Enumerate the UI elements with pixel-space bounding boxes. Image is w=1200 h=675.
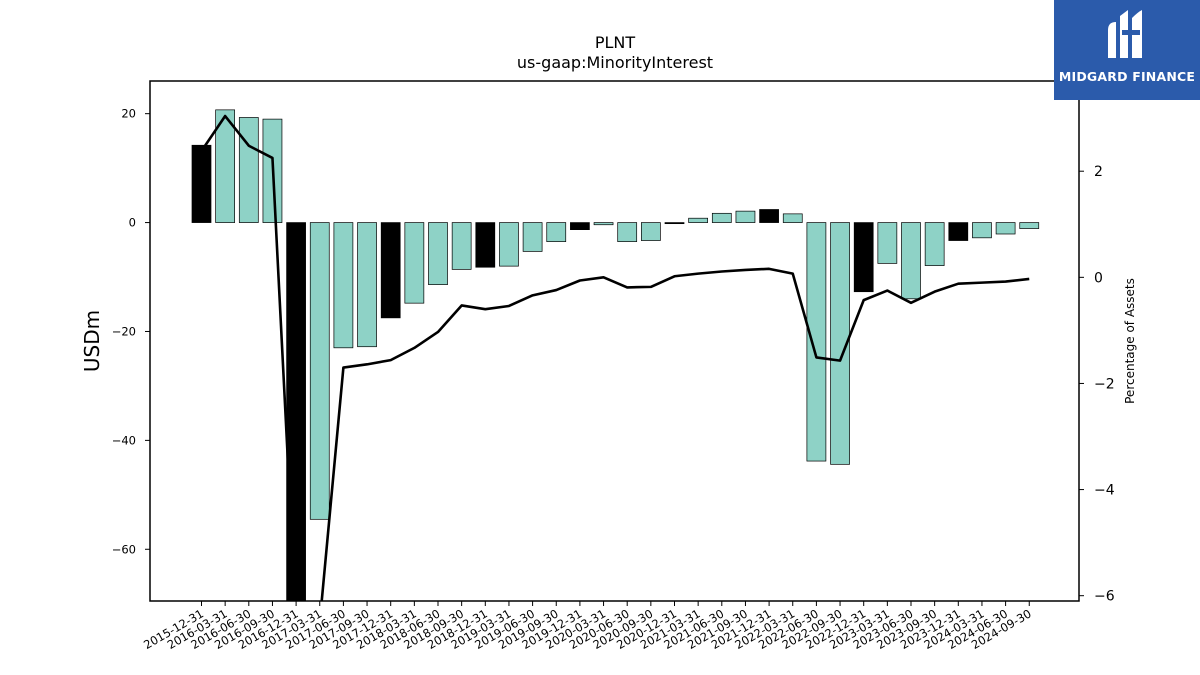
bar-2020-06-30 [617, 222, 638, 242]
bar-2015-12-31 [191, 144, 212, 223]
bar-2019-12-31 [570, 222, 590, 231]
bar-2023-03-31 [877, 222, 898, 264]
bar-2021-03-31 [688, 217, 709, 223]
bar-2020-09-30 [640, 222, 661, 241]
bar-2024-03-31 [972, 222, 992, 239]
bar-2018-09-30 [451, 222, 472, 270]
y-tick-label: 0 [129, 216, 136, 230]
bar-2023-09-30 [924, 222, 945, 266]
plot-frame [149, 80, 1080, 602]
bar-2017-03-31 [309, 222, 330, 520]
y2-axis-label: Percentage of Assets [1123, 278, 1137, 404]
bar-2021-06-30 [711, 212, 732, 223]
bar-2024-09-30 [1019, 222, 1040, 229]
bar-2017-09-30 [357, 222, 377, 348]
bar-2024-06-30 [995, 222, 1016, 235]
bar-2019-09-30 [546, 222, 567, 242]
logo: MIDGARD FINANCE [1054, 0, 1200, 100]
bar-2016-03-31 [215, 109, 235, 223]
bar-2019-03-31 [499, 222, 519, 267]
y2-tick-label: −2 [1094, 376, 1115, 392]
logo-text: MIDGARD FINANCE [1058, 69, 1196, 84]
bars [191, 109, 1040, 602]
bar-2016-12-31 [286, 222, 306, 602]
y-tick-label: 20 [121, 107, 136, 121]
chart-subtitle: us-gaap:MinorityInterest [517, 53, 713, 72]
bar-2022-06-30 [806, 222, 827, 462]
y2-tick-label: 0 [1094, 270, 1103, 286]
bar-2023-06-30 [901, 222, 921, 300]
y2-tick-label: −6 [1094, 589, 1115, 605]
y2-tick-label: 2 [1094, 164, 1103, 180]
bar-2022-12-31 [853, 222, 874, 293]
y-tick-label: −40 [112, 433, 136, 447]
bar-2018-03-31 [404, 222, 425, 304]
bar-2022-09-30 [830, 222, 850, 465]
bar-2023-12-31 [948, 222, 969, 241]
bar-2017-06-30 [333, 222, 354, 349]
bar-2020-12-31 [664, 222, 685, 225]
y2-tick-label: −4 [1094, 483, 1115, 499]
bar-2021-09-30 [735, 210, 756, 223]
percentage-line [200, 114, 1030, 601]
bar-2016-06-30 [238, 117, 259, 223]
logo-mark-icon [1108, 10, 1142, 58]
y-axis-right: 2 0 −2 −4 −6 [1079, 164, 1115, 605]
bar-2017-12-31 [380, 222, 401, 319]
y-tick-label: −60 [112, 542, 136, 556]
bar-2022-03-31 [782, 213, 803, 223]
bar-2021-12-31 [759, 209, 779, 223]
y-axis-left: 20 0 −20 −40 −60 [112, 107, 150, 556]
chart-title: PLNT [595, 33, 636, 52]
x-axis: 2015-12-312016-03-312016-06-302016-09-30… [141, 601, 1034, 652]
bar-2019-06-30 [522, 222, 543, 252]
bar-2018-12-31 [475, 222, 496, 268]
line-layer [200, 114, 1030, 601]
bar-2018-06-30 [428, 222, 448, 285]
y-tick-label: −20 [112, 324, 136, 338]
bar-2020-03-31 [593, 222, 614, 226]
y-axis-label: USDm [80, 310, 104, 372]
